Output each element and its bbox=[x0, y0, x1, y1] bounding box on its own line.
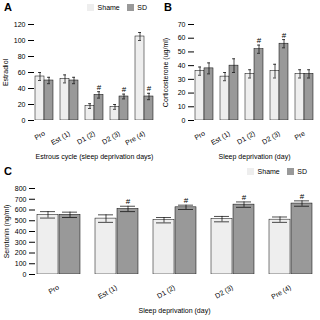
svg-text:0: 0 bbox=[23, 271, 27, 278]
html-text:Shame: Shame bbox=[97, 3, 120, 11]
svg-text:Corticosterone (ug/ml): Corticosterone (ug/ml) bbox=[162, 38, 170, 107]
svg-text:40: 40 bbox=[178, 62, 186, 69]
html-text:SD: SD bbox=[137, 3, 147, 11]
svg-text:20: 20 bbox=[18, 101, 26, 108]
svg-text:D2 (3): D2 (3) bbox=[214, 284, 235, 301]
svg-text:700: 700 bbox=[15, 195, 27, 202]
svg-text:D1 (2): D1 (2) bbox=[236, 130, 257, 147]
svg-text:10: 10 bbox=[178, 103, 186, 110]
svg-text:D2 (3): D2 (3) bbox=[101, 130, 122, 147]
svg-text:Pro: Pro bbox=[33, 130, 46, 142]
html-text:Shame: Shame bbox=[257, 167, 280, 175]
svg-text:200: 200 bbox=[15, 249, 27, 256]
svg-text:#: # bbox=[257, 36, 262, 45]
svg-text:#: # bbox=[242, 193, 247, 202]
html-text:B: B bbox=[164, 1, 172, 13]
svg-text:40: 40 bbox=[18, 85, 26, 92]
svg-text:#: # bbox=[184, 196, 189, 205]
html-text:C: C bbox=[4, 165, 12, 177]
svg-text:Pre (4): Pre (4) bbox=[124, 130, 147, 148]
svg-text:Estrous cycle (sleep deprivati: Estrous cycle (sleep deprivation days) bbox=[36, 153, 154, 161]
svg-text:80: 80 bbox=[18, 53, 26, 60]
svg-text:0: 0 bbox=[182, 117, 186, 124]
svg-text:#: # bbox=[97, 83, 102, 92]
svg-text:D2 (3): D2 (3) bbox=[261, 130, 282, 147]
svg-text:50: 50 bbox=[178, 48, 186, 55]
svg-text:Pro: Pro bbox=[193, 130, 206, 142]
svg-text:D1 (2): D1 (2) bbox=[76, 130, 97, 147]
svg-text:Pre: Pre bbox=[293, 130, 306, 142]
html-text:A: A bbox=[4, 1, 12, 13]
svg-text:#: # bbox=[147, 84, 152, 93]
svg-text:#: # bbox=[126, 197, 131, 206]
svg-text:Est (1): Est (1) bbox=[97, 284, 119, 301]
svg-text:Estradiol: Estradiol bbox=[2, 58, 9, 86]
svg-text:60: 60 bbox=[178, 34, 186, 41]
svg-text:60: 60 bbox=[18, 69, 26, 76]
svg-text:Sleep deprivation (day): Sleep deprivation (day) bbox=[219, 153, 291, 161]
svg-text:Serotonin (ng/ml): Serotonin (ng/ml) bbox=[3, 205, 11, 259]
svg-text:500: 500 bbox=[15, 217, 27, 224]
svg-text:600: 600 bbox=[15, 206, 27, 213]
svg-text:D1 (2): D1 (2) bbox=[156, 284, 177, 301]
svg-text:30: 30 bbox=[178, 76, 186, 83]
svg-text:800: 800 bbox=[15, 185, 27, 192]
svg-text:#: # bbox=[282, 31, 287, 40]
svg-text:20: 20 bbox=[178, 89, 186, 96]
svg-text:300: 300 bbox=[15, 238, 27, 245]
svg-text:120: 120 bbox=[14, 21, 26, 28]
svg-text:70: 70 bbox=[178, 21, 186, 28]
svg-text:100: 100 bbox=[14, 37, 26, 44]
svg-text:Est (1): Est (1) bbox=[210, 130, 232, 147]
svg-text:0: 0 bbox=[22, 117, 26, 124]
svg-text:Pro: Pro bbox=[47, 284, 60, 296]
svg-text:100: 100 bbox=[15, 260, 27, 267]
svg-text:400: 400 bbox=[15, 228, 27, 235]
svg-text:Est (1): Est (1) bbox=[50, 130, 72, 147]
svg-text:Sleep deprivation (day): Sleep deprivation (day) bbox=[139, 307, 211, 315]
svg-text:#: # bbox=[122, 85, 127, 94]
html-text:SD: SD bbox=[297, 167, 307, 175]
svg-text:Pre (4): Pre (4) bbox=[270, 284, 293, 302]
svg-text:#: # bbox=[300, 192, 305, 201]
